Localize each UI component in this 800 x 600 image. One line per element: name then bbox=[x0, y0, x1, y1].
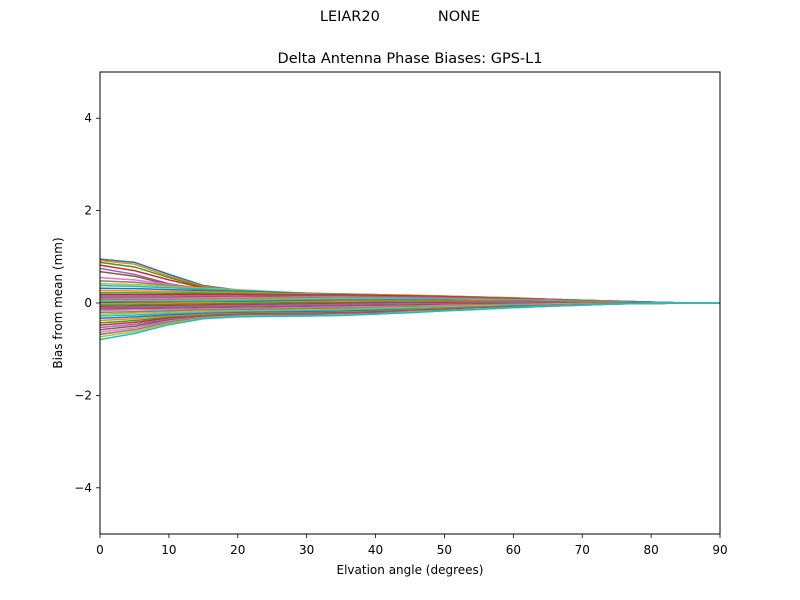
x-axis-label: Elvation angle (degrees) bbox=[337, 563, 484, 577]
y-tick-label: −4 bbox=[74, 481, 92, 495]
x-tick-label: 30 bbox=[299, 543, 314, 557]
series-line-40 bbox=[99, 302, 720, 341]
y-tick-label: −2 bbox=[74, 388, 92, 402]
suptitle-antenna: LEIAR20 bbox=[319, 9, 380, 25]
x-tick-label: 90 bbox=[712, 543, 727, 557]
y-tick-label: 2 bbox=[84, 204, 92, 218]
series-layer bbox=[99, 258, 720, 341]
x-tick-label: 40 bbox=[368, 543, 383, 557]
x-tick-label: 10 bbox=[161, 543, 176, 557]
x-axis: 0 10 20 30 40 50 60 70 80 90 bbox=[96, 534, 728, 557]
chart-title: Delta Antenna Phase Biases: GPS-L1 bbox=[278, 51, 543, 67]
y-axis-label: Bias from mean (mm) bbox=[51, 237, 65, 368]
x-tick-label: 70 bbox=[575, 543, 590, 557]
x-tick-label: 80 bbox=[643, 543, 658, 557]
y-tick-label: 0 bbox=[84, 296, 92, 310]
x-tick-label: 20 bbox=[230, 543, 245, 557]
x-tick-label: 60 bbox=[506, 543, 521, 557]
y-tick-label: 4 bbox=[84, 111, 92, 125]
figure-suptitle: LEIAR20 NONE bbox=[0, 9, 800, 25]
x-tick-label: 0 bbox=[96, 543, 104, 557]
suptitle-radome: NONE bbox=[437, 9, 481, 25]
y-axis: −4 −2 0 2 4 bbox=[74, 111, 100, 495]
x-tick-label: 50 bbox=[437, 543, 452, 557]
